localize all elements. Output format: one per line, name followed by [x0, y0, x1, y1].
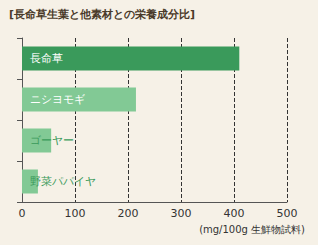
svg-text:300: 300	[171, 207, 192, 220]
svg-text:野菜パパイヤ: 野菜パパイヤ	[30, 175, 96, 188]
svg-text:[長命草生葉と他素材との栄養成分比]: [長命草生葉と他素材との栄養成分比]	[9, 8, 195, 21]
svg-text:200: 200	[118, 207, 139, 220]
svg-text:400: 400	[224, 207, 245, 220]
svg-text:100: 100	[65, 207, 86, 220]
svg-text:500: 500	[277, 207, 298, 220]
svg-text:0: 0	[19, 207, 26, 220]
svg-text:(mg/100g 生鮮物試料): (mg/100g 生鮮物試料)	[199, 224, 305, 235]
svg-text:ニシヨモギ: ニシヨモギ	[30, 93, 85, 106]
svg-text:長命草: 長命草	[30, 52, 63, 65]
svg-text:ゴーヤー: ゴーヤー	[30, 134, 74, 147]
